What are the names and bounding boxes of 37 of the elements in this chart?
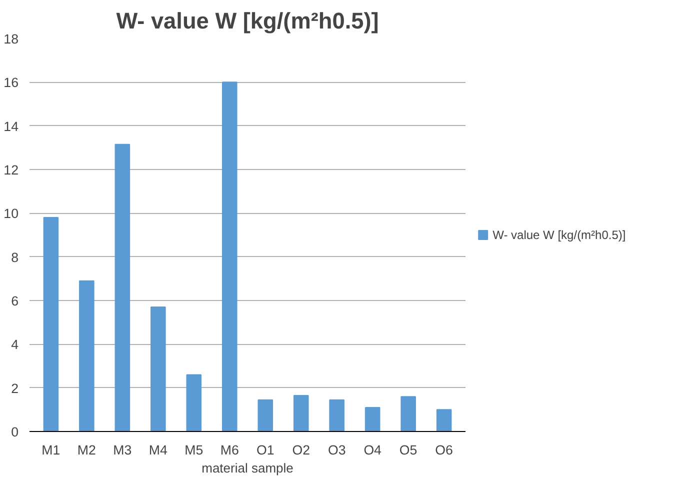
bar xyxy=(400,396,416,432)
x-tick-label: M4 xyxy=(148,442,168,458)
legend-label: W- value W [kg/(m²h0.5)] xyxy=(492,228,626,242)
bar xyxy=(186,374,202,432)
x-tick-label: O1 xyxy=(256,442,274,458)
bar xyxy=(364,406,380,432)
bar xyxy=(222,82,238,432)
x-tick-label: M2 xyxy=(77,442,96,458)
x-tick-label: O4 xyxy=(364,442,382,458)
x-tick-label: M3 xyxy=(113,442,132,458)
x-tick-label: M5 xyxy=(184,442,204,458)
x-tick-label: M1 xyxy=(42,442,60,458)
bar xyxy=(114,144,130,432)
y-tick-label: 14 xyxy=(4,118,20,134)
bar xyxy=(150,306,166,432)
x-tick-label: O3 xyxy=(328,442,346,458)
bar xyxy=(293,394,309,432)
bar xyxy=(79,280,94,432)
x-tick-label: O6 xyxy=(435,442,453,458)
y-tick-label: 10 xyxy=(4,206,19,222)
x-tick-label: M6 xyxy=(220,442,239,458)
y-tick-label: 8 xyxy=(11,250,19,265)
y-tick-label: 6 xyxy=(11,294,19,308)
bar xyxy=(436,409,452,432)
y-tick-label: 12 xyxy=(4,162,19,178)
x-tick-label: O2 xyxy=(292,442,310,458)
x-tick-label: O5 xyxy=(399,442,418,458)
bar xyxy=(258,399,274,432)
y-tick-label: 16 xyxy=(4,75,19,90)
x-axis-title: material sample xyxy=(202,460,294,476)
y-tick-label: 18 xyxy=(4,32,19,46)
bar xyxy=(43,217,59,432)
y-tick-label: 4 xyxy=(11,337,20,352)
chart-title: W- value W [kg/(m²h0.5)] xyxy=(116,8,379,34)
y-tick-label: 0 xyxy=(11,424,19,440)
y-tick-label: 2 xyxy=(11,380,19,396)
bar xyxy=(329,399,344,432)
